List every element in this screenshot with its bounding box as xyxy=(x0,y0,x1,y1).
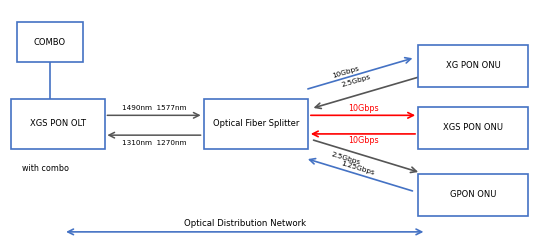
Text: Optical Distribution Network: Optical Distribution Network xyxy=(184,219,306,228)
FancyBboxPatch shape xyxy=(204,99,308,149)
Text: with combo: with combo xyxy=(22,164,69,173)
Text: 1.25Gbps: 1.25Gbps xyxy=(340,160,375,176)
Text: GPON ONU: GPON ONU xyxy=(450,190,496,199)
FancyBboxPatch shape xyxy=(418,174,528,216)
Text: 1490nm  1577nm: 1490nm 1577nm xyxy=(122,105,186,111)
Text: XGS PON ONU: XGS PON ONU xyxy=(443,123,503,132)
FancyBboxPatch shape xyxy=(11,99,104,149)
FancyBboxPatch shape xyxy=(418,107,528,149)
Text: 2.5Gbps: 2.5Gbps xyxy=(330,152,361,166)
Text: 10Gbps: 10Gbps xyxy=(348,136,378,145)
Text: 2.5Gbps: 2.5Gbps xyxy=(341,74,372,89)
Text: 1310nm  1270nm: 1310nm 1270nm xyxy=(122,140,186,146)
Text: Optical Fiber Splitter: Optical Fiber Splitter xyxy=(212,120,299,128)
FancyBboxPatch shape xyxy=(418,45,528,87)
Text: COMBO: COMBO xyxy=(34,38,65,47)
Text: 10Gbps: 10Gbps xyxy=(348,104,378,113)
Text: XGS PON OLT: XGS PON OLT xyxy=(30,120,86,128)
Text: 10Gbps: 10Gbps xyxy=(331,65,360,79)
FancyBboxPatch shape xyxy=(16,22,82,62)
Text: XG PON ONU: XG PON ONU xyxy=(446,61,501,70)
